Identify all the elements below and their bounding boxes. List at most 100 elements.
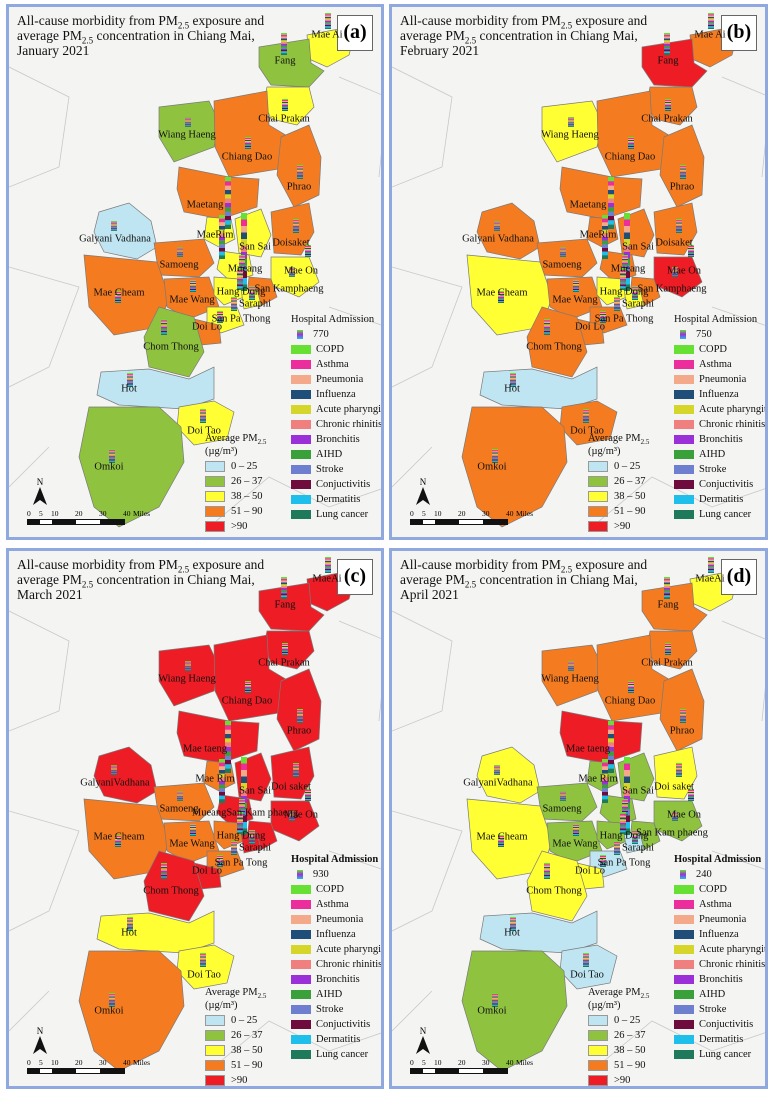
- admission-bar-segment: [708, 25, 714, 27]
- admission-bar-segment: [492, 1001, 498, 1003]
- admission-bar-segment: [688, 789, 694, 790]
- admission-bar-segment: [614, 302, 620, 304]
- admission-bar-segment: [219, 781, 225, 785]
- admission-bar-segment: [494, 772, 500, 774]
- admission-bar-segment: [494, 771, 500, 773]
- admission-bar-segment: [219, 233, 225, 237]
- admission-bar-segment: [281, 582, 287, 585]
- admission-bar-segment: [498, 294, 504, 295]
- admission-bar-segment: [289, 811, 295, 813]
- admission-bar-segment: [708, 14, 714, 16]
- disease-legend-item: Lung cancer: [674, 1047, 765, 1062]
- admission-bar-segment: [249, 839, 255, 841]
- admission-bar-segment: [672, 269, 678, 271]
- admission-bar-segment: [560, 793, 566, 795]
- admission-bar-segment: [622, 267, 628, 269]
- admission-bar-segment: [239, 799, 245, 801]
- background-boundary: [392, 66, 453, 188]
- admission-bar-segment: [115, 837, 121, 838]
- admission-bar-segment: [583, 409, 589, 411]
- admission-bar-segment: [109, 1003, 115, 1005]
- admission-bar-segment: [688, 248, 694, 249]
- admission-bar-segment: [600, 321, 606, 322]
- admission-bar-segment: [544, 877, 550, 879]
- admission-bar-segment: [614, 299, 620, 301]
- admission-bar-segment: [239, 263, 245, 265]
- admission-bar-segment: [281, 580, 287, 583]
- admission-bar-segment: [628, 142, 634, 143]
- admission-bar-segment: [115, 296, 121, 297]
- admission-bar-segment: [665, 104, 671, 105]
- admission-bar-segment: [494, 765, 500, 767]
- district-label: Doi Tao: [570, 969, 604, 981]
- admission-bar-segment: [676, 231, 682, 233]
- admission-bar-segment: [305, 248, 311, 249]
- admission-bar-segment: [624, 232, 630, 239]
- admission-bar-segment: [115, 301, 121, 302]
- admission-bar-segment: [628, 683, 634, 684]
- admission-bar-segment: [632, 287, 638, 289]
- admission-bar-segment: [185, 121, 191, 122]
- admission-bar-segment: [239, 800, 245, 802]
- admission-bar-segment: [281, 42, 287, 44]
- admission-bar-segment: [225, 220, 231, 225]
- admission-bar-segment: [492, 452, 498, 454]
- admission-bar-segment: [115, 841, 121, 842]
- admission-bar-segment: [177, 250, 183, 252]
- admission-bar-segment: [664, 34, 670, 37]
- admission-bar-segment: [249, 835, 255, 837]
- district-galyani: [93, 746, 158, 804]
- admission-bar-segment: [510, 380, 516, 382]
- admission-bar-segment: [200, 409, 206, 411]
- admission-bar-segment: [614, 845, 620, 847]
- disease-legend-item: Acute pharyngitis: [674, 402, 765, 417]
- admission-bar-segment: [628, 689, 634, 690]
- admission-bar-segment: [281, 38, 287, 41]
- admission-bar-segment: [237, 830, 243, 833]
- admission-bar-segment: [492, 459, 498, 461]
- admission-bar-segment: [293, 221, 299, 223]
- district-label: Mae Cheam: [476, 287, 528, 299]
- admission-bar-segment: [109, 993, 115, 995]
- admission-bar-segment: [161, 328, 167, 330]
- admission-bar-segment: [289, 816, 295, 817]
- district-label: Mueang: [610, 263, 646, 275]
- admission-bar-segment: [672, 813, 678, 815]
- admission-bar-segment: [510, 375, 516, 377]
- admission-bar-segment: [217, 311, 223, 312]
- admission-bar-segment: [115, 299, 121, 300]
- admission-bar-segment: [614, 850, 620, 852]
- admission-bar-segment: [249, 830, 255, 832]
- district-label: Doi Tao: [187, 425, 221, 437]
- disease-legend-item: Acute pharyngitis: [291, 402, 381, 417]
- admission-bar-segment: [665, 101, 671, 102]
- admission-bar-segment: [185, 125, 191, 127]
- disease-legend-item: Asthma: [674, 357, 765, 372]
- admission-bar-segment: [297, 175, 303, 177]
- admission-bar-segment: [680, 718, 686, 720]
- admission-bar-segment: [237, 821, 243, 823]
- admission-bar-segment: [245, 138, 251, 139]
- pm-class-item: 26 – 37: [205, 1028, 266, 1043]
- admission-bar-segment: [200, 418, 206, 420]
- district-chom-thong: [143, 850, 205, 922]
- disease-legend-item: Asthma: [674, 897, 765, 912]
- admission-bar-segment: [161, 321, 167, 323]
- admission-bar-segment: [676, 767, 682, 769]
- admission-bar-segment: [190, 834, 196, 835]
- hospital-legend-title: Hospital Admission: [674, 314, 758, 325]
- admission-bar-segment: [672, 274, 678, 276]
- admission-bar-segment: [200, 963, 206, 965]
- admission-bar-segment: [297, 177, 303, 179]
- disease-legend-item: Bronchitis: [674, 972, 765, 987]
- admission-bar-segment: [568, 121, 574, 122]
- background-boundary: [711, 850, 765, 870]
- pm-class-item: 0 – 25: [588, 1013, 649, 1028]
- admission-bar-segment: [664, 49, 670, 52]
- district-label: Wiang Haeng: [158, 673, 216, 685]
- pm-class-item: 0 – 25: [588, 459, 649, 474]
- admission-bar-segment: [544, 872, 550, 874]
- admission-bar-segment: [664, 578, 670, 581]
- district-fang: [258, 582, 325, 632]
- admission-bar-segment: [620, 282, 626, 285]
